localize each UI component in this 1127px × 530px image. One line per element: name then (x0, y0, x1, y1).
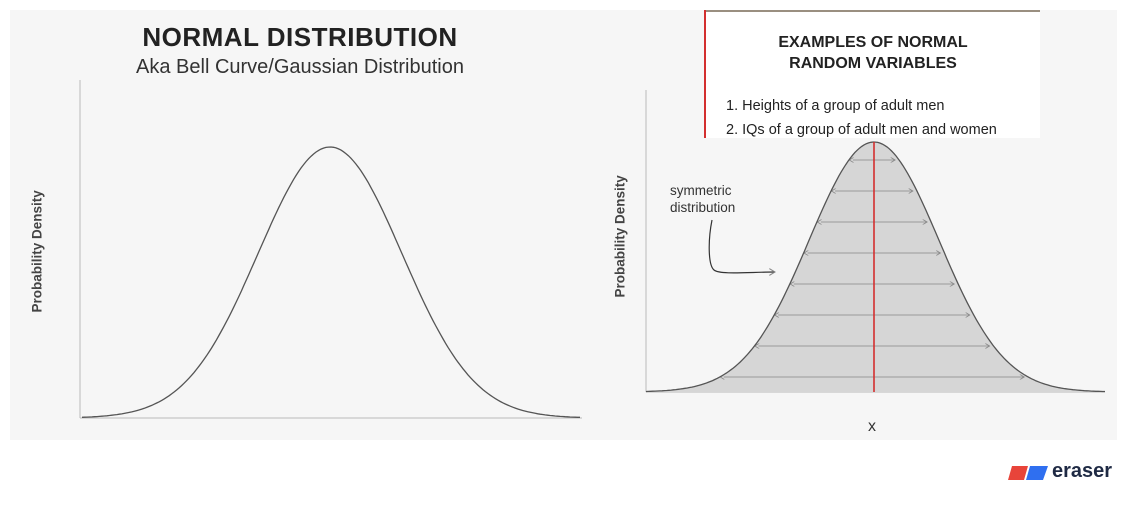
right-plot (645, 90, 1105, 393)
symmetry-annotation: symmetric distribution (670, 182, 735, 216)
diagram-subtitle: Aka Bell Curve/Gaussian Distribution (136, 56, 464, 78)
list-item: 2. IQs of a group of adult men and women (726, 122, 997, 138)
brand-name: eraser (1052, 460, 1113, 482)
examples-box: EXAMPLES OF NORMAL RANDOM VARIABLES 1. H… (704, 10, 1040, 138)
examples-title-line2: RANDOM VARIABLES (789, 55, 957, 72)
examples-top-line (706, 10, 1040, 12)
right-panel: Probability Density EXAMPLES OF NORMAL R… (590, 10, 1117, 440)
annotation-line1: symmetric (670, 183, 732, 198)
examples-title: EXAMPLES OF NORMAL RANDOM VARIABLES (706, 32, 1040, 74)
examples-list: 1. Heights of a group of adult men 2. IQ… (726, 94, 997, 142)
annotation-arrow (708, 219, 775, 273)
x-axis-label: x (868, 418, 876, 435)
annotation-line2: distribution (670, 200, 736, 215)
left-bell-curve (81, 146, 580, 418)
examples-title-line1: EXAMPLES OF NORMAL (778, 34, 968, 51)
diagram-title: NORMAL DISTRIBUTION (142, 22, 458, 52)
left-plot (79, 80, 582, 419)
eraser-logo-icon (1008, 466, 1048, 480)
right-bell-curve (645, 141, 1105, 393)
list-item: 1. Heights of a group of adult men (726, 98, 945, 114)
right-curve-fill (646, 142, 1105, 392)
left-panel: NORMAL DISTRIBUTION Aka Bell Curve/Gauss… (10, 10, 590, 440)
